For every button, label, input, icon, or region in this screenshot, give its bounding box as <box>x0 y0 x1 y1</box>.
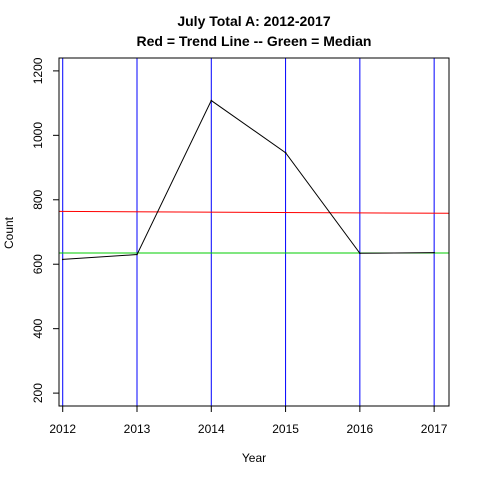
plot-area <box>58 58 450 406</box>
y-tick-label-3: 800 <box>31 189 45 209</box>
y-tick-label-4: 1000 <box>31 122 45 149</box>
chart-subtitle: Red = Trend Line -- Green = Median <box>137 33 372 49</box>
trend-line <box>58 210 450 214</box>
data-point-0-0 <box>61 258 64 261</box>
x-tick-label-2: 2014 <box>198 422 225 436</box>
data-point-0-2 <box>210 99 213 102</box>
y-tick-label-1: 400 <box>31 318 45 338</box>
x-axis-label: Year <box>242 451 266 465</box>
y-tick-label-0: 200 <box>31 383 45 403</box>
plot-frame <box>58 57 450 407</box>
x-tick-label-5: 2017 <box>421 422 448 436</box>
chart-title: July Total A: 2012-2017 <box>177 13 331 29</box>
y-tick-label-5: 1200 <box>31 57 45 84</box>
x-tick-label-0: 2012 <box>49 422 76 436</box>
data-point-0-5 <box>433 251 435 254</box>
x-tick-label-4: 2016 <box>347 422 374 436</box>
data-point-0-4 <box>359 252 361 255</box>
data-point-0-1 <box>136 253 138 256</box>
x-tick-label-3: 2015 <box>272 422 299 436</box>
y-axis-label: Count <box>2 216 16 249</box>
axes: 2012 2013 2014 2015 2016 2017 200 400 600 800 1000… <box>31 57 450 436</box>
series-line-0 <box>62 99 435 260</box>
data-point-0-3 <box>284 151 287 154</box>
x-tick-label-1: 2013 <box>124 422 151 436</box>
y-tick-label-2: 600 <box>31 254 45 274</box>
